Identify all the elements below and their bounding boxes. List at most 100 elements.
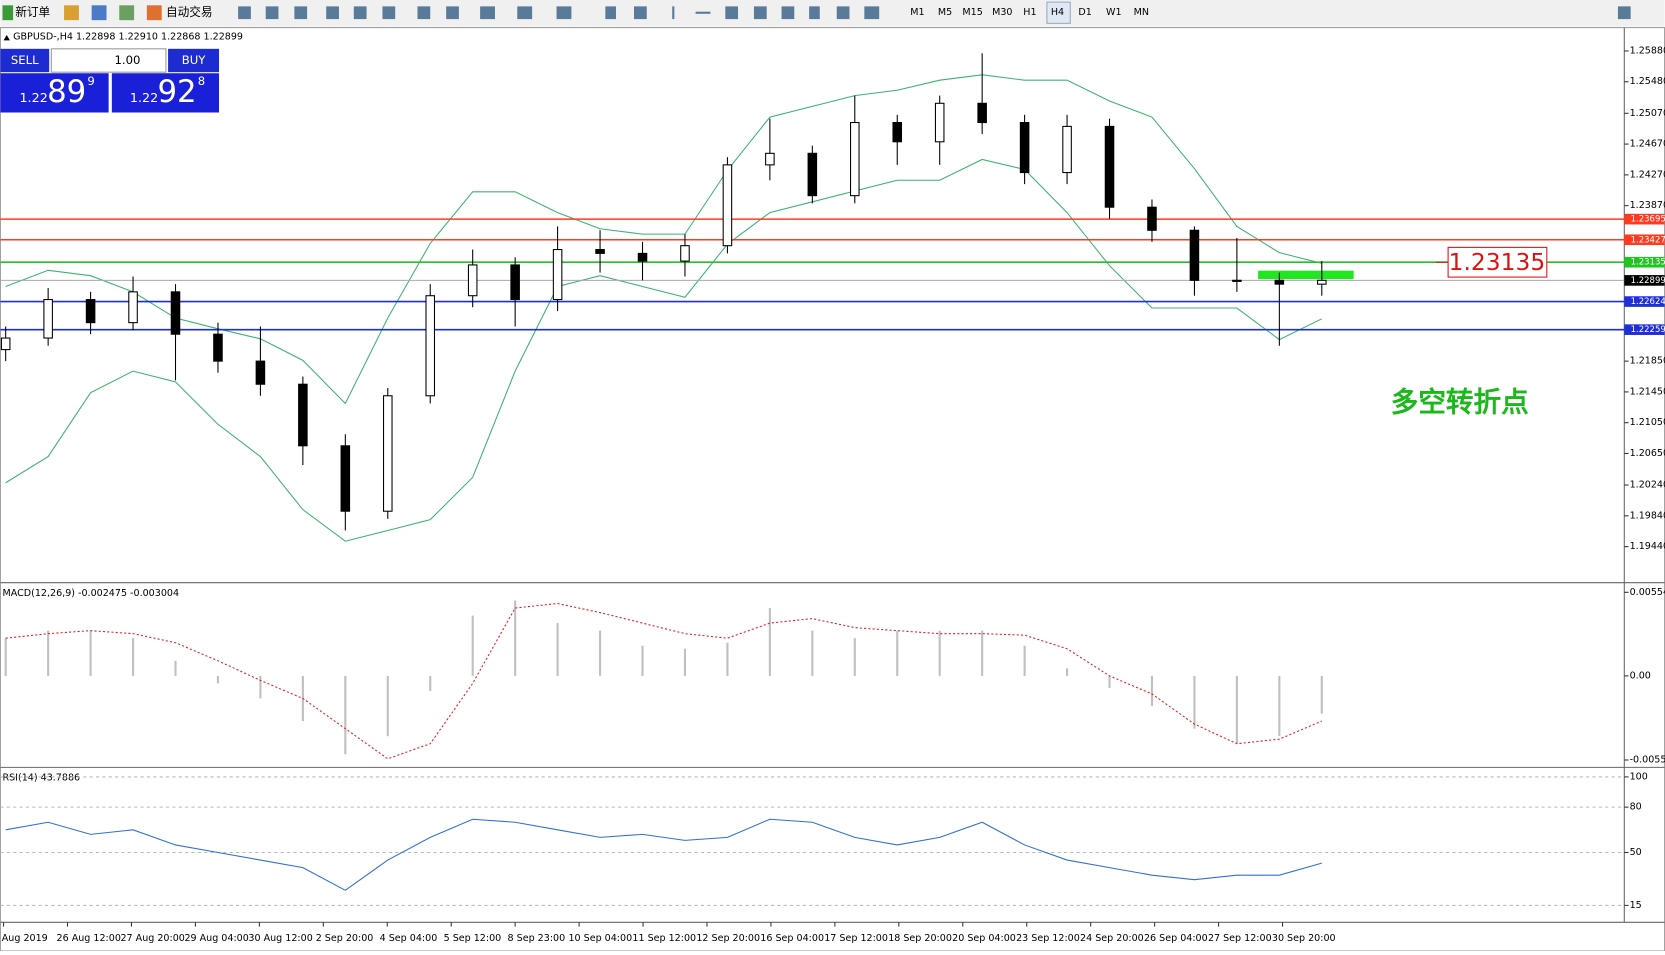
buy-label[interactable]: BUY	[182, 53, 207, 67]
sell-label[interactable]: SELL	[11, 53, 39, 67]
x-tick-label: 27 Aug 20:00	[120, 933, 184, 944]
lot-value[interactable]: 1.00	[115, 53, 141, 67]
macd-bar	[1193, 675, 1196, 729]
macd-bar	[726, 642, 729, 676]
timeframe[interactable]: D1	[1078, 7, 1091, 18]
level-label: 1.23135	[1631, 258, 1665, 268]
y-tick-label: 1.20650	[1630, 448, 1665, 459]
candle-body	[850, 122, 860, 197]
auto-trading-icon[interactable]	[146, 5, 162, 21]
candle-body	[1317, 279, 1327, 285]
bollinger-band	[5, 74, 1322, 405]
timeframe[interactable]: W1	[1106, 7, 1122, 18]
candle-body	[765, 152, 775, 166]
level-label: 1.22259	[1631, 325, 1665, 335]
x-tick-label: 27 Sep 12:00	[1208, 933, 1272, 944]
x-tick-label: 20 Sep 04:00	[952, 933, 1016, 944]
bid-small: 9	[87, 74, 94, 88]
x-tick-label: 4 Sep 04:00	[380, 933, 438, 944]
macd-bar	[259, 675, 262, 699]
macd-bar	[641, 645, 644, 676]
y-tick-label: 0.005543	[1630, 587, 1665, 598]
candle-body	[1189, 229, 1200, 281]
icon[interactable]	[64, 5, 79, 21]
x-tick-label: Aug 2019	[2, 933, 48, 944]
timeframe[interactable]: M15	[962, 7, 982, 18]
macd-bar	[4, 638, 7, 676]
icon[interactable]	[119, 5, 135, 21]
y-tick-label: 1.25070	[1630, 108, 1665, 119]
y-tick-label: 1.24270	[1630, 169, 1665, 180]
timeframe[interactable]: H1	[1023, 7, 1036, 18]
macd-bar	[514, 600, 517, 676]
candle-body	[1019, 122, 1030, 174]
y-tick-label: 15	[1630, 900, 1642, 911]
macd-bar	[1235, 675, 1238, 744]
bid-box[interactable]	[0, 73, 109, 113]
y-tick-label: 0.00	[1630, 670, 1651, 681]
level-label: 1.23695	[1631, 215, 1665, 225]
y-tick-label: 100	[1630, 771, 1648, 782]
x-tick-label: 26 Aug 12:00	[57, 933, 121, 944]
ask-box[interactable]	[111, 73, 220, 113]
lot-field[interactable]	[50, 48, 167, 73]
x-tick-label: 12 Sep 20:00	[696, 933, 760, 944]
candle-body	[425, 295, 436, 397]
candle-body	[552, 249, 563, 301]
timeframe[interactable]: MN	[1134, 7, 1149, 18]
macd-bar	[598, 630, 602, 676]
macd-bar	[556, 623, 559, 676]
timeframe[interactable]: M5	[938, 7, 952, 18]
timeframe[interactable]: M1	[910, 7, 924, 18]
macd-bar	[1150, 675, 1154, 707]
buy-button[interactable]	[168, 48, 220, 73]
candle-body	[298, 383, 308, 447]
y-tick-label: 1.19840	[1630, 510, 1665, 521]
candle-body	[43, 299, 53, 339]
candle-body	[934, 102, 945, 143]
candle-body	[170, 291, 181, 335]
candle-body	[340, 445, 351, 512]
y-tick-label: 50	[1630, 847, 1642, 858]
x-tick-label: 30 Sep 20:00	[1272, 933, 1336, 944]
timeframe[interactable]: H4	[1051, 7, 1064, 18]
auto-trading[interactable]: 自动交易	[166, 5, 213, 19]
callout-box	[1447, 246, 1548, 278]
candle-body	[213, 333, 223, 362]
collapse-icon[interactable]	[3, 35, 10, 41]
y-tick-label: 1.20240	[1630, 480, 1665, 491]
bid-prefix: 1.22	[19, 91, 47, 106]
highlight-zone	[1258, 270, 1354, 280]
callout-label: 1.23135	[1449, 248, 1546, 276]
y-tick-label: -0.005581	[1630, 755, 1665, 766]
icon[interactable]	[91, 5, 107, 21]
macd-bar	[216, 675, 220, 684]
macd-bar	[683, 648, 687, 676]
candle-body	[1147, 206, 1157, 231]
candle-body	[722, 164, 733, 247]
current-tag	[1624, 275, 1665, 286]
macd-bar	[47, 630, 50, 676]
y-tick-label: 80	[1630, 802, 1642, 813]
candle-body	[595, 249, 605, 254]
signal-line	[5, 602, 1323, 760]
x-tick-label: 30 Aug 12:00	[248, 933, 312, 944]
new-order[interactable]: 新订单	[15, 5, 50, 19]
candle-body	[1062, 125, 1072, 174]
chart-frame	[0, 27, 1665, 952]
chart-title: GBPUSD-,H4 1.22898 1.22910 1.22868 1.228…	[13, 32, 243, 43]
x-tick-label: 16 Sep 04:00	[760, 933, 824, 944]
x-tick-label: 10 Sep 04:00	[568, 933, 632, 944]
x-tick-label: 11 Sep 12:00	[632, 933, 696, 944]
timeframe[interactable]: M30	[992, 7, 1012, 18]
macd-bar	[131, 638, 135, 676]
candle-body	[255, 360, 266, 385]
new-order-icon[interactable]	[2, 5, 14, 21]
candle-body	[637, 252, 648, 262]
bid-big: 89	[47, 74, 86, 110]
sell-button[interactable]	[0, 48, 50, 73]
macd-bar	[471, 615, 474, 676]
bollinger-band	[5, 158, 1323, 542]
